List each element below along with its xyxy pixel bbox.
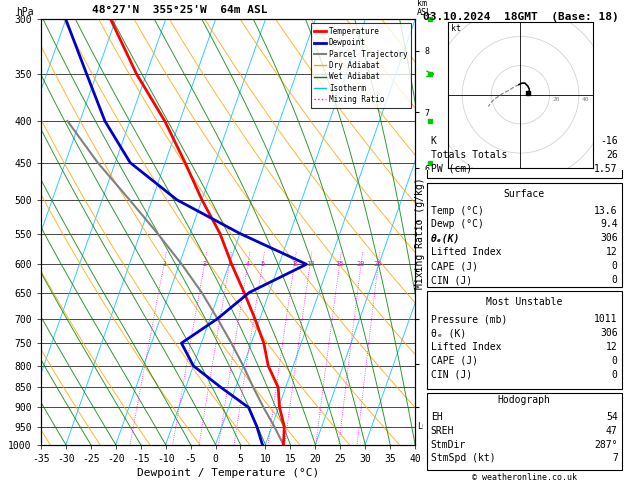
Text: PW (cm): PW (cm) — [431, 164, 472, 174]
Text: K: K — [431, 136, 437, 146]
Text: CAPE (J): CAPE (J) — [431, 356, 478, 366]
Text: 1: 1 — [162, 261, 166, 267]
Text: hPa: hPa — [16, 7, 34, 17]
Text: Temp (°C): Temp (°C) — [431, 206, 484, 215]
Text: 47: 47 — [606, 426, 618, 435]
Text: SREH: SREH — [431, 426, 454, 435]
Text: 12: 12 — [606, 247, 618, 257]
Text: © weatheronline.co.uk: © weatheronline.co.uk — [472, 473, 577, 483]
Text: 20: 20 — [357, 261, 365, 267]
Text: Totals Totals: Totals Totals — [431, 150, 507, 160]
Text: 0: 0 — [612, 275, 618, 285]
Text: EH: EH — [431, 412, 443, 422]
Text: 8: 8 — [292, 261, 296, 267]
Text: 0: 0 — [612, 261, 618, 271]
Text: CAPE (J): CAPE (J) — [431, 261, 478, 271]
Legend: Temperature, Dewpoint, Parcel Trajectory, Dry Adiabat, Wet Adiabat, Isotherm, Mi: Temperature, Dewpoint, Parcel Trajectory… — [311, 23, 411, 107]
Text: Hodograph: Hodograph — [498, 395, 551, 405]
Text: 26: 26 — [606, 150, 618, 160]
Text: 9.4: 9.4 — [600, 220, 618, 229]
Text: 12: 12 — [606, 342, 618, 352]
Text: 306: 306 — [600, 233, 618, 243]
Text: 48°27'N  355°25'W  64m ASL: 48°27'N 355°25'W 64m ASL — [92, 5, 267, 15]
Text: StmDir: StmDir — [431, 439, 466, 450]
Text: 2: 2 — [203, 261, 206, 267]
Text: 0: 0 — [612, 356, 618, 366]
Text: Surface: Surface — [504, 189, 545, 199]
Text: -16: -16 — [600, 136, 618, 146]
Text: θₑ(K): θₑ(K) — [431, 233, 460, 243]
Text: Most Unstable: Most Unstable — [486, 297, 562, 308]
Text: StmSpd (kt): StmSpd (kt) — [431, 453, 496, 464]
Text: 54: 54 — [606, 412, 618, 422]
Text: km
ASL: km ASL — [417, 0, 432, 17]
Text: Dewp (°C): Dewp (°C) — [431, 220, 484, 229]
Text: 4: 4 — [246, 261, 250, 267]
Text: kt: kt — [450, 24, 460, 33]
X-axis label: Dewpoint / Temperature (°C): Dewpoint / Temperature (°C) — [137, 468, 319, 478]
FancyBboxPatch shape — [426, 183, 622, 287]
Text: Lifted Index: Lifted Index — [431, 342, 501, 352]
Text: Lifted Index: Lifted Index — [431, 247, 501, 257]
Text: 03.10.2024  18GMT  (Base: 18): 03.10.2024 18GMT (Base: 18) — [423, 12, 618, 22]
FancyBboxPatch shape — [426, 130, 622, 178]
Text: CIN (J): CIN (J) — [431, 275, 472, 285]
Text: 7: 7 — [612, 453, 618, 464]
FancyBboxPatch shape — [426, 393, 622, 469]
Text: 1011: 1011 — [594, 314, 618, 324]
Text: 306: 306 — [600, 328, 618, 338]
FancyBboxPatch shape — [426, 291, 622, 389]
Text: Pressure (mb): Pressure (mb) — [431, 314, 507, 324]
Text: 0: 0 — [612, 370, 618, 380]
Text: 1.57: 1.57 — [594, 164, 618, 174]
Text: 10: 10 — [306, 261, 314, 267]
Text: 25: 25 — [374, 261, 382, 267]
Text: 13.6: 13.6 — [594, 206, 618, 215]
Text: 5: 5 — [260, 261, 265, 267]
Text: 15: 15 — [335, 261, 344, 267]
Text: 20: 20 — [552, 97, 560, 102]
Text: 3: 3 — [227, 261, 231, 267]
Text: Mixing Ratio (g/kg): Mixing Ratio (g/kg) — [415, 177, 425, 289]
Text: 40: 40 — [582, 97, 589, 102]
Text: 287°: 287° — [594, 439, 618, 450]
Text: LCL: LCL — [416, 422, 431, 431]
Text: CIN (J): CIN (J) — [431, 370, 472, 380]
Text: θₑ (K): θₑ (K) — [431, 328, 466, 338]
